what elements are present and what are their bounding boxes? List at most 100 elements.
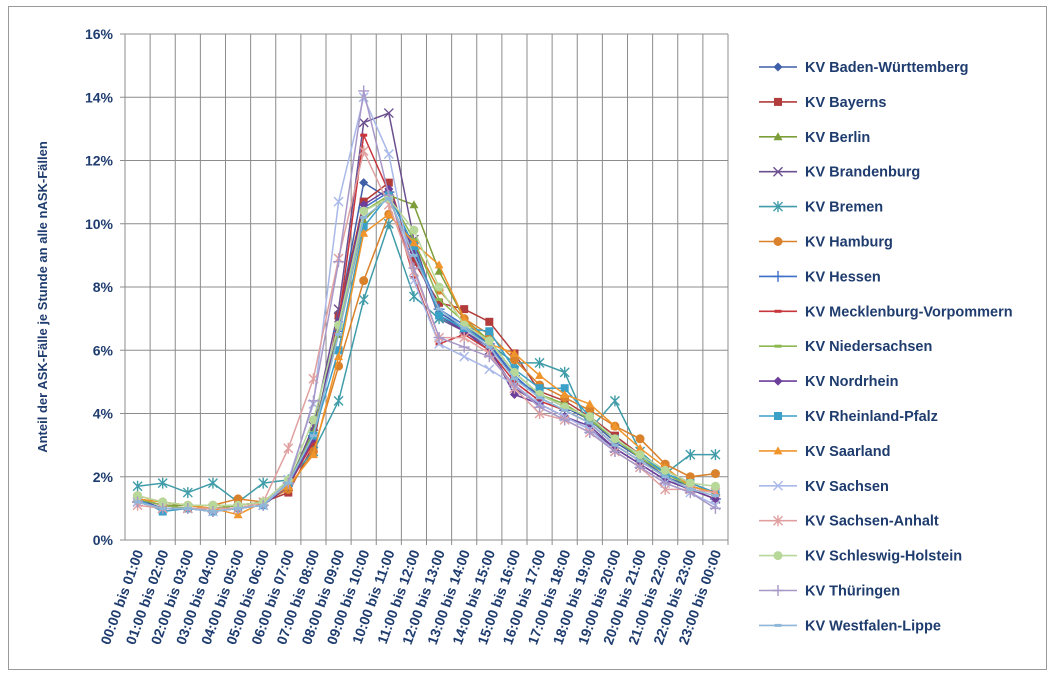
legend-label: KV Rheinland-Pfalz xyxy=(805,409,938,425)
data-point xyxy=(334,346,343,355)
legend-label: KV Mecklenburg-Vorpommern xyxy=(805,304,1013,320)
series-line xyxy=(137,213,716,516)
legend-item-kv-baden-w-rttemberg: KV Baden-Württemberg xyxy=(759,60,969,76)
legend-item-kv-sachsen-anhalt: KV Sachsen-Anhalt xyxy=(759,514,939,530)
data-point xyxy=(359,228,369,237)
data-point xyxy=(157,477,168,489)
data-point xyxy=(385,196,393,200)
data-point xyxy=(434,282,444,292)
data-point xyxy=(534,401,546,413)
data-point xyxy=(710,481,720,491)
data-point xyxy=(384,209,394,218)
legend-item-kv-schleswig-holstein: KV Schleswig-Holstein xyxy=(759,549,962,565)
data-point xyxy=(284,481,292,485)
legend-item-kv-saarland: KV Saarland xyxy=(759,444,890,460)
data-point xyxy=(509,355,519,365)
data-point xyxy=(610,434,620,444)
data-point xyxy=(435,307,443,311)
data-point xyxy=(358,294,369,306)
grid-lines xyxy=(125,33,729,540)
data-point xyxy=(460,305,469,314)
legend-marker xyxy=(773,515,783,527)
data-point xyxy=(509,367,519,377)
data-point xyxy=(182,487,193,499)
y-tick-label: 8% xyxy=(93,279,114,295)
axes xyxy=(124,34,728,541)
data-point xyxy=(335,332,343,336)
data-point xyxy=(685,472,695,482)
legend-marker xyxy=(773,201,783,213)
data-point xyxy=(559,366,570,378)
data-point xyxy=(409,238,419,247)
data-point xyxy=(634,461,646,473)
data-point xyxy=(358,145,369,157)
data-point xyxy=(535,371,545,380)
data-point xyxy=(709,502,721,514)
legend-marker xyxy=(773,166,783,177)
data-point xyxy=(359,276,369,286)
legend-marker xyxy=(773,551,783,561)
legend-marker xyxy=(774,412,782,420)
legend-item-kv-hessen: KV Hessen xyxy=(759,269,881,285)
data-point xyxy=(536,396,544,400)
legend-marker xyxy=(773,62,783,72)
legend-label: KV Schleswig-Holstein xyxy=(805,549,962,565)
y-axis-label: Anteil der ASK-Fälle je Stunde an alle n… xyxy=(35,141,50,453)
series-line xyxy=(137,197,716,513)
data-point xyxy=(159,506,167,510)
data-point xyxy=(359,206,369,216)
data-point xyxy=(132,480,143,492)
legend-label: KV Hessen xyxy=(805,269,881,285)
chart-frame: 0% 2% 4% 6% 8% 10% 12% 14% 16% 00:00 bis 01:00 01… xyxy=(8,6,1047,670)
data-point xyxy=(685,478,695,488)
data-point xyxy=(611,443,619,447)
data-point xyxy=(560,384,569,393)
data-point xyxy=(434,260,444,269)
data-point xyxy=(360,215,368,219)
data-point xyxy=(359,222,368,231)
data-point xyxy=(560,390,570,399)
data-point xyxy=(309,441,318,450)
y-tick-label: 16% xyxy=(85,26,114,42)
legend-label: KV Hamburg xyxy=(805,235,893,251)
y-axis-ticks: 0% 2% 4% 6% 8% 10% 12% 14% 16% xyxy=(85,26,125,548)
legend-item-kv-rheinland-pfalz: KV Rheinland-Pfalz xyxy=(759,409,938,425)
legend-item-kv-sachsen: KV Sachsen xyxy=(759,479,889,495)
data-point xyxy=(460,326,468,330)
legend-marker xyxy=(772,585,784,596)
data-point xyxy=(635,450,645,460)
y-tick-label: 4% xyxy=(93,406,114,422)
legend-item-kv-bayerns: KV Bayerns xyxy=(759,95,886,111)
legend-marker xyxy=(773,237,783,246)
data-point xyxy=(334,311,343,320)
legend-label: KV Saarland xyxy=(805,444,890,460)
data-point xyxy=(485,345,493,349)
legend-item-kv-niedersachsen: KV Niedersachsen xyxy=(759,339,932,355)
y-tick-label: 14% xyxy=(85,89,114,105)
data-point xyxy=(259,503,267,507)
data-point xyxy=(233,510,243,519)
legend-marker xyxy=(773,480,783,491)
data-point xyxy=(484,364,495,375)
data-point xyxy=(435,298,444,307)
data-point xyxy=(610,421,620,430)
data-point xyxy=(534,357,545,369)
legend-item-kv-mecklenburg-vorpommern: KV Mecklenburg-Vorpommern xyxy=(759,304,1013,320)
data-point xyxy=(485,317,494,326)
y-tick-label: 10% xyxy=(85,216,114,232)
series-kv-westfalen-lippe xyxy=(134,196,719,514)
data-point xyxy=(358,85,370,97)
data-point xyxy=(283,442,294,454)
data-point xyxy=(609,445,621,457)
legend-label: KV Westfalen-Lippe xyxy=(805,618,941,634)
data-point xyxy=(358,117,369,128)
data-point xyxy=(635,434,645,444)
data-point xyxy=(710,469,720,479)
legend-item-kv-brandenburg: KV Brandenburg xyxy=(759,165,920,181)
legend: KV Baden-Württemberg KV Bayerns KV Berlin K… xyxy=(759,60,1013,634)
legend-label: KV Bayerns xyxy=(805,95,886,111)
legend-item-kv-westfalen-lippe: KV Westfalen-Lippe xyxy=(759,618,941,634)
legend-label: KV Thüringen xyxy=(805,584,900,600)
legend-marker xyxy=(774,309,782,313)
data-point xyxy=(685,449,696,461)
